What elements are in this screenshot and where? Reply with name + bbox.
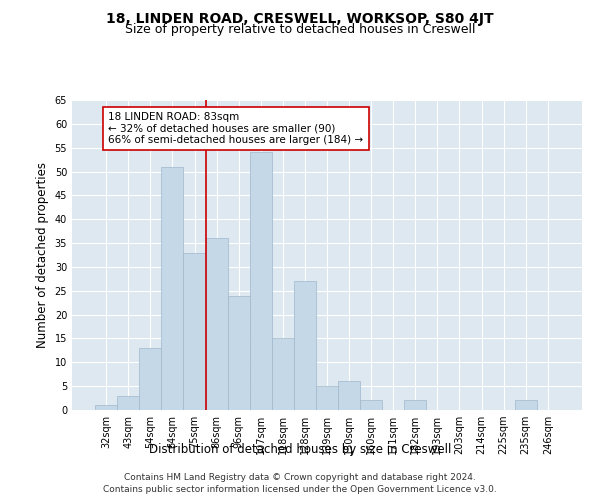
Bar xyxy=(404,400,427,410)
Text: Contains public sector information licensed under the Open Government Licence v3: Contains public sector information licen… xyxy=(103,485,497,494)
Text: Contains HM Land Registry data © Crown copyright and database right 2024.: Contains HM Land Registry data © Crown c… xyxy=(124,472,476,482)
Text: Size of property relative to detached houses in Creswell: Size of property relative to detached ho… xyxy=(125,24,475,36)
Bar xyxy=(184,252,206,410)
Bar xyxy=(338,382,360,410)
Text: 18 LINDEN ROAD: 83sqm
← 32% of detached houses are smaller (90)
66% of semi-deta: 18 LINDEN ROAD: 83sqm ← 32% of detached … xyxy=(109,112,364,145)
Bar xyxy=(139,348,161,410)
Bar xyxy=(250,152,272,410)
Bar xyxy=(316,386,338,410)
Bar xyxy=(272,338,294,410)
Bar xyxy=(294,281,316,410)
Text: 18, LINDEN ROAD, CRESWELL, WORKSOP, S80 4JT: 18, LINDEN ROAD, CRESWELL, WORKSOP, S80 … xyxy=(106,12,494,26)
Bar xyxy=(161,167,184,410)
Y-axis label: Number of detached properties: Number of detached properties xyxy=(36,162,49,348)
Bar xyxy=(360,400,382,410)
Bar xyxy=(117,396,139,410)
Bar xyxy=(206,238,227,410)
Bar xyxy=(227,296,250,410)
Bar xyxy=(515,400,537,410)
Text: Distribution of detached houses by size in Creswell: Distribution of detached houses by size … xyxy=(149,442,451,456)
Bar xyxy=(95,405,117,410)
